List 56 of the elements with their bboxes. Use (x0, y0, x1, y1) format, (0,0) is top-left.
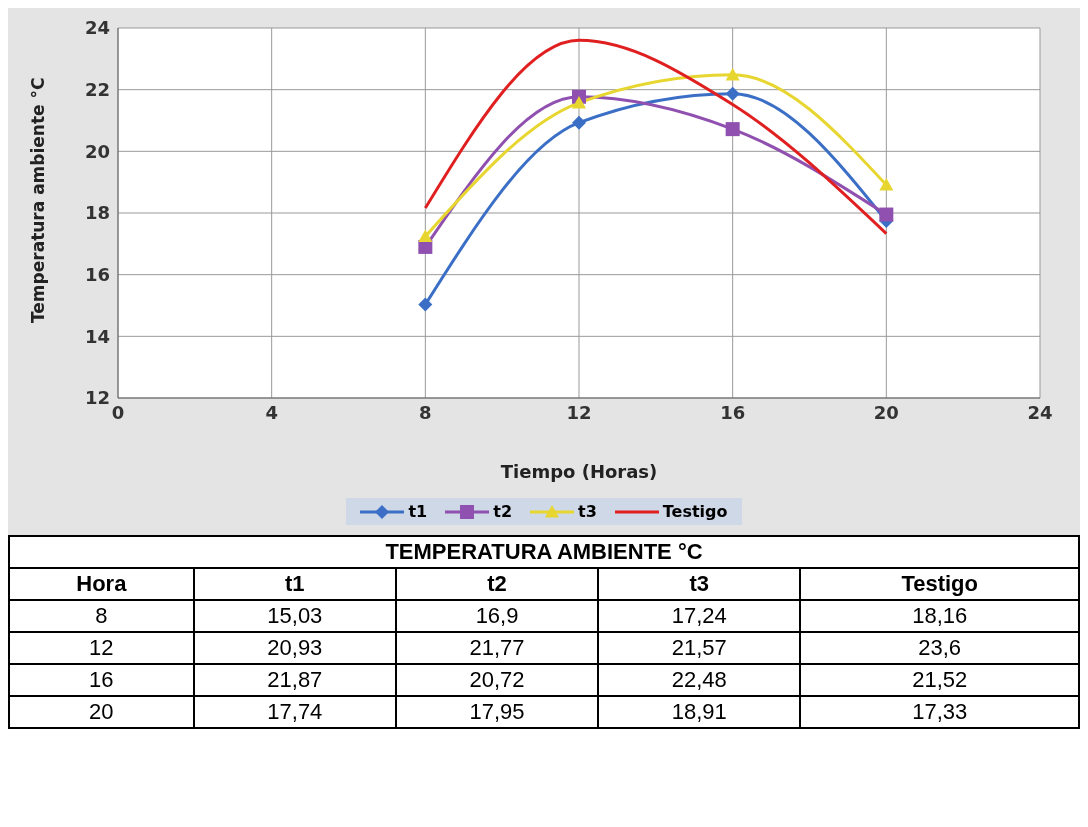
y-tick-label: 12 (84, 387, 110, 409)
legend-label: t1 (407, 502, 428, 521)
text: 17,24 (671, 603, 727, 628)
text: 16,9 (475, 603, 519, 628)
point (725, 67, 740, 81)
point (879, 207, 894, 222)
point (418, 297, 433, 312)
y-tick-label: 20 (9, 696, 194, 728)
y-tick-label: 22 (84, 79, 110, 101)
text: 21,87 (267, 667, 323, 692)
legend-label: t2 (492, 502, 513, 521)
x-tick-label: t2 (395, 568, 599, 600)
x-tick-label: 8 (419, 401, 432, 423)
text: 23,6 (918, 635, 962, 660)
y-axis-title: Hora (9, 568, 194, 600)
x-tick-label: t1 (193, 568, 396, 600)
x-tick-label: t3 (598, 568, 801, 600)
point (879, 177, 894, 191)
x-tick-label: 0 (111, 401, 125, 423)
x-tick-label: 16 (720, 401, 746, 423)
text: 22,48 (671, 667, 727, 692)
point (572, 115, 586, 130)
text: 17,33 (912, 699, 968, 724)
y-tick-label: 12 (9, 632, 194, 664)
y-tick-label: 8 (9, 600, 194, 632)
point (725, 86, 740, 101)
text: 20,72 (469, 667, 525, 692)
text: 21,57 (671, 635, 727, 660)
y-tick-label: 18 (84, 202, 110, 224)
point (418, 229, 433, 243)
x-tick-label: 24 (1027, 401, 1053, 423)
x-tick-label: Testigo (800, 568, 1079, 600)
point (725, 122, 740, 137)
legend-label: Testigo (661, 502, 728, 521)
x-axis-title: Tiempo (Horas) (500, 461, 658, 482)
text: 17,74 (267, 699, 323, 724)
y-tick-label: 16 (9, 664, 194, 696)
text: 15,03 (267, 603, 323, 628)
chart-title: TEMPERATURA AMBIENTE °C (9, 536, 1079, 568)
x-tick-label: 20 (873, 401, 899, 423)
y-tick-label: 16 (84, 264, 110, 286)
line-series (423, 38, 888, 236)
point (572, 95, 586, 109)
x-tick-label: 4 (265, 401, 278, 423)
y-tick-label: 14 (84, 325, 110, 347)
text: 21,77 (469, 635, 525, 660)
x-tick-label: 12 (566, 401, 592, 423)
text: 18,91 (671, 699, 727, 724)
text: 20,93 (267, 635, 323, 660)
text: 21,52 (912, 667, 968, 692)
y-tick-label: 24 (84, 17, 110, 39)
y-axis-title: Temperatura ambiente °C (28, 77, 49, 323)
y-tick-label: 20 (84, 140, 110, 162)
text: 17,95 (469, 699, 525, 724)
text: 18,16 (912, 603, 968, 628)
legend-label: t3 (577, 502, 597, 521)
